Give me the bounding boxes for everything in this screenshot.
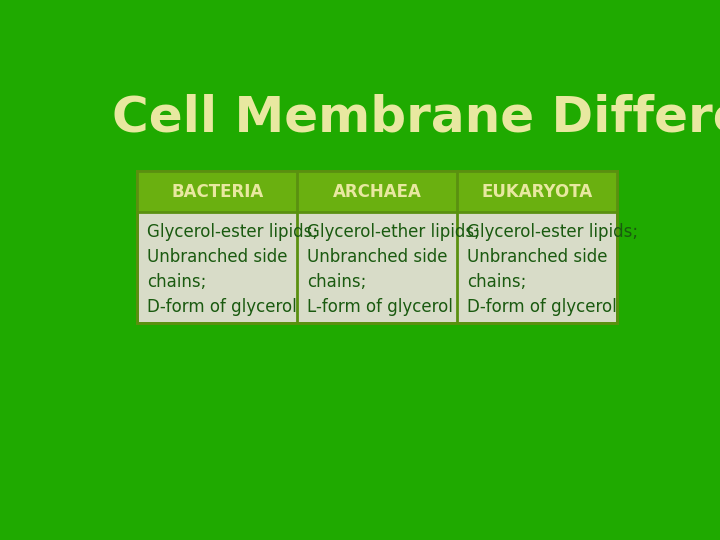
Bar [138, 171, 297, 212]
Text: Glycerol-ether lipids;
Unbranched side
chains;
L-form of glycerol: Glycerol-ether lipids; Unbranched side c… [307, 223, 480, 316]
Bar [457, 171, 617, 212]
Text: ARCHAEA: ARCHAEA [333, 183, 422, 201]
Text: EUKARYOTA: EUKARYOTA [482, 183, 593, 201]
Text: Glycerol-ester lipids;
Unbranched side
chains;
D-form of glycerol: Glycerol-ester lipids; Unbranched side c… [148, 223, 318, 316]
Bar [138, 171, 617, 322]
Text: BACTERIA: BACTERIA [171, 183, 264, 201]
Text: Glycerol-ester lipids;
Unbranched side
chains;
D-form of glycerol: Glycerol-ester lipids; Unbranched side c… [467, 223, 639, 316]
Bar [138, 171, 617, 322]
Bar [297, 171, 457, 212]
Text: Cell Membrane Difference: Cell Membrane Difference [112, 94, 720, 142]
